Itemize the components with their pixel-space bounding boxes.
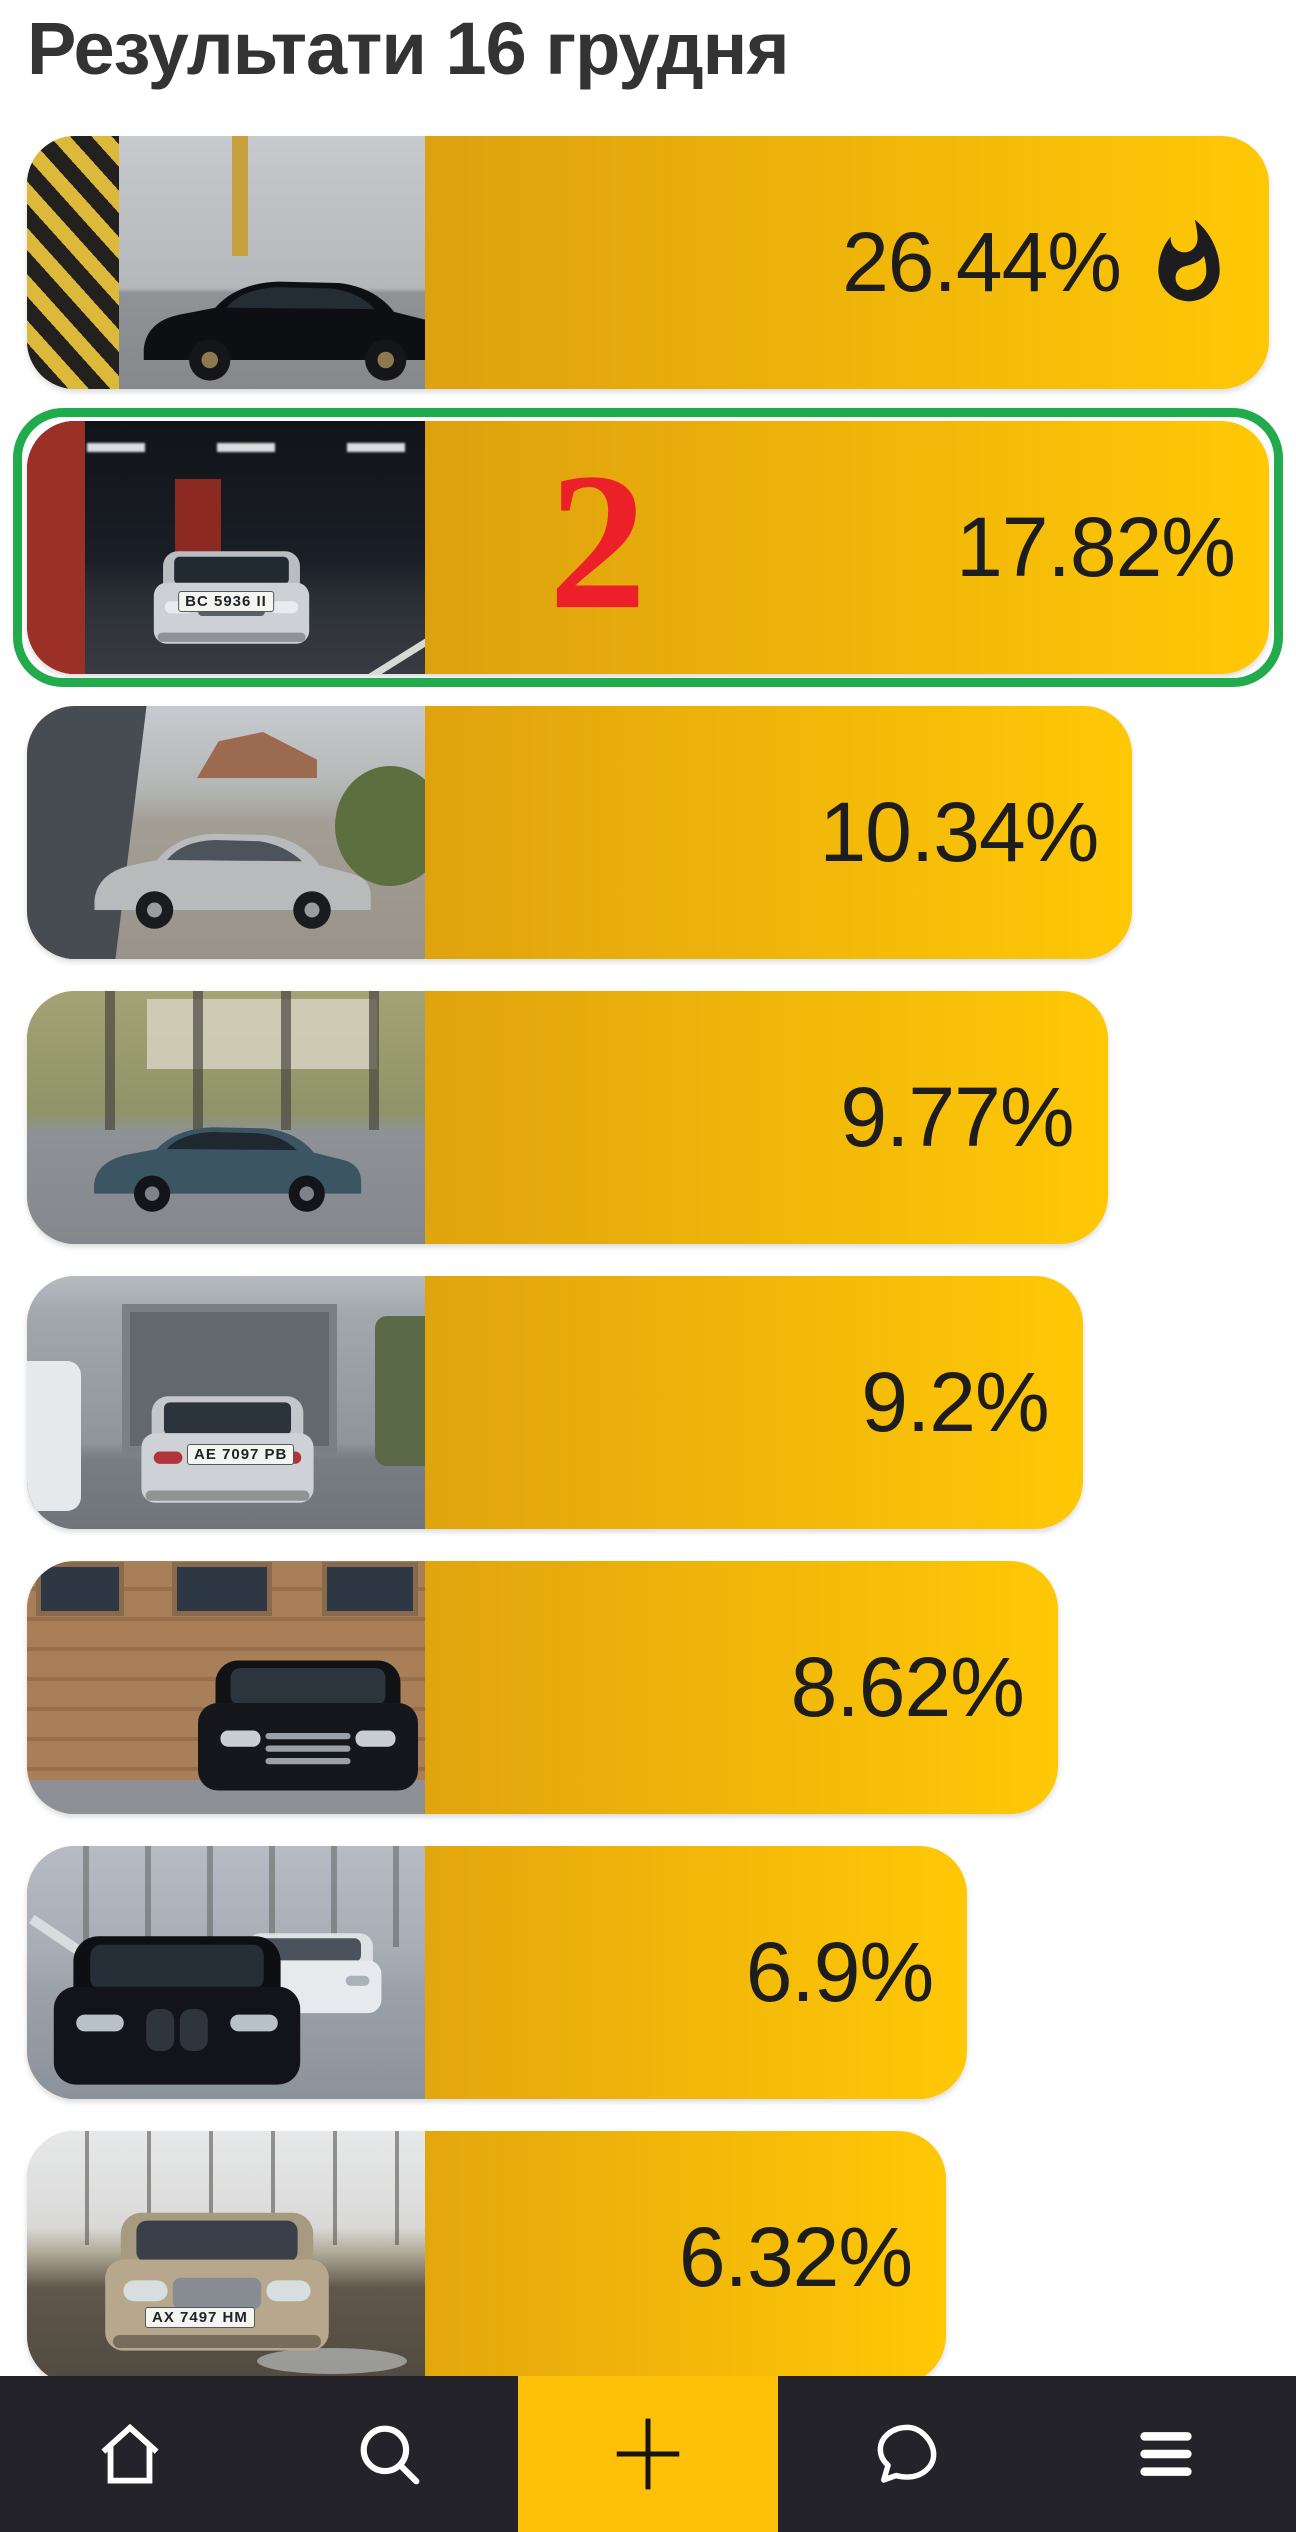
search-icon: [360, 2425, 420, 2485]
plus-icon: [616, 2418, 680, 2490]
menu-icon: [1140, 2432, 1193, 2476]
result-row-selected[interactable]: 17.82% 2 BC 5936 II: [13, 408, 1283, 687]
bottom-nav: +: [0, 2376, 1296, 2532]
car-photo: AE 7097 PB: [27, 1276, 425, 1529]
car-silhouette: [141, 1395, 314, 1503]
result-row[interactable]: 9.2% AE 7097 PB: [27, 1276, 1269, 1529]
page-title: Результати 16 грудня: [27, 7, 790, 90]
car-silhouette: [198, 1660, 418, 1790]
car-photo: [27, 706, 425, 959]
result-row[interactable]: 9.77%: [27, 991, 1269, 1244]
home-icon: [101, 2423, 159, 2484]
car-silhouette: [105, 2212, 329, 2351]
percent-label: 17.82%: [956, 500, 1236, 594]
car-silhouette: [94, 833, 371, 929]
percent-label: 9.2%: [861, 1355, 1049, 1449]
result-row[interactable]: 26.44%: [27, 136, 1269, 389]
result-row[interactable]: 10.34%: [27, 706, 1269, 959]
license-plate: BC 5936 II: [178, 591, 274, 612]
car-photo: [27, 136, 425, 389]
car-silhouette: [53, 1936, 301, 2085]
result-row[interactable]: 6.9%: [27, 1846, 1269, 2099]
percent-label: 9.77%: [840, 1070, 1074, 1164]
fire-icon: [1158, 219, 1220, 301]
nav-add[interactable]: +: [518, 2376, 778, 2532]
chat-icon: [877, 2424, 937, 2483]
car-photo: AX 7497 HM: [27, 2131, 425, 2384]
car-photo: BC 5936 II: [27, 421, 425, 674]
license-plate: AX 7497 HM: [145, 2307, 255, 2328]
percent-label: 6.9%: [745, 1925, 934, 2019]
car-silhouette: [94, 1127, 362, 1212]
striped-pillar: [27, 136, 119, 389]
nav-chat[interactable]: [778, 2376, 1037, 2532]
ceiling-lights: [87, 443, 425, 452]
percent-label: 6.32%: [678, 2210, 913, 2304]
car-photo: [27, 1846, 425, 2099]
rank-overlay: 2: [548, 432, 647, 650]
nav-menu[interactable]: [1037, 2376, 1296, 2532]
license-plate: AE 7097 PB: [187, 1444, 295, 1465]
percent-label: 26.44%: [842, 213, 1269, 313]
percent-label: 8.62%: [790, 1640, 1025, 1734]
results-list: 26.44% 17.82% 2: [13, 136, 1283, 2416]
trees: [27, 991, 425, 1131]
nav-search[interactable]: [259, 2376, 518, 2532]
result-row[interactable]: 8.62%: [27, 1561, 1269, 1814]
percent-label: 10.34%: [819, 785, 1099, 879]
window: [41, 1567, 119, 1611]
car-photo: [27, 1561, 425, 1814]
car-silhouette: [143, 281, 425, 381]
car-photo: [27, 991, 425, 1244]
nav-home[interactable]: [0, 2376, 259, 2532]
trees: [27, 1846, 425, 1948]
result-row[interactable]: 6.32% AX 7497 HM: [27, 2131, 1269, 2384]
red-pillar: [27, 421, 85, 674]
